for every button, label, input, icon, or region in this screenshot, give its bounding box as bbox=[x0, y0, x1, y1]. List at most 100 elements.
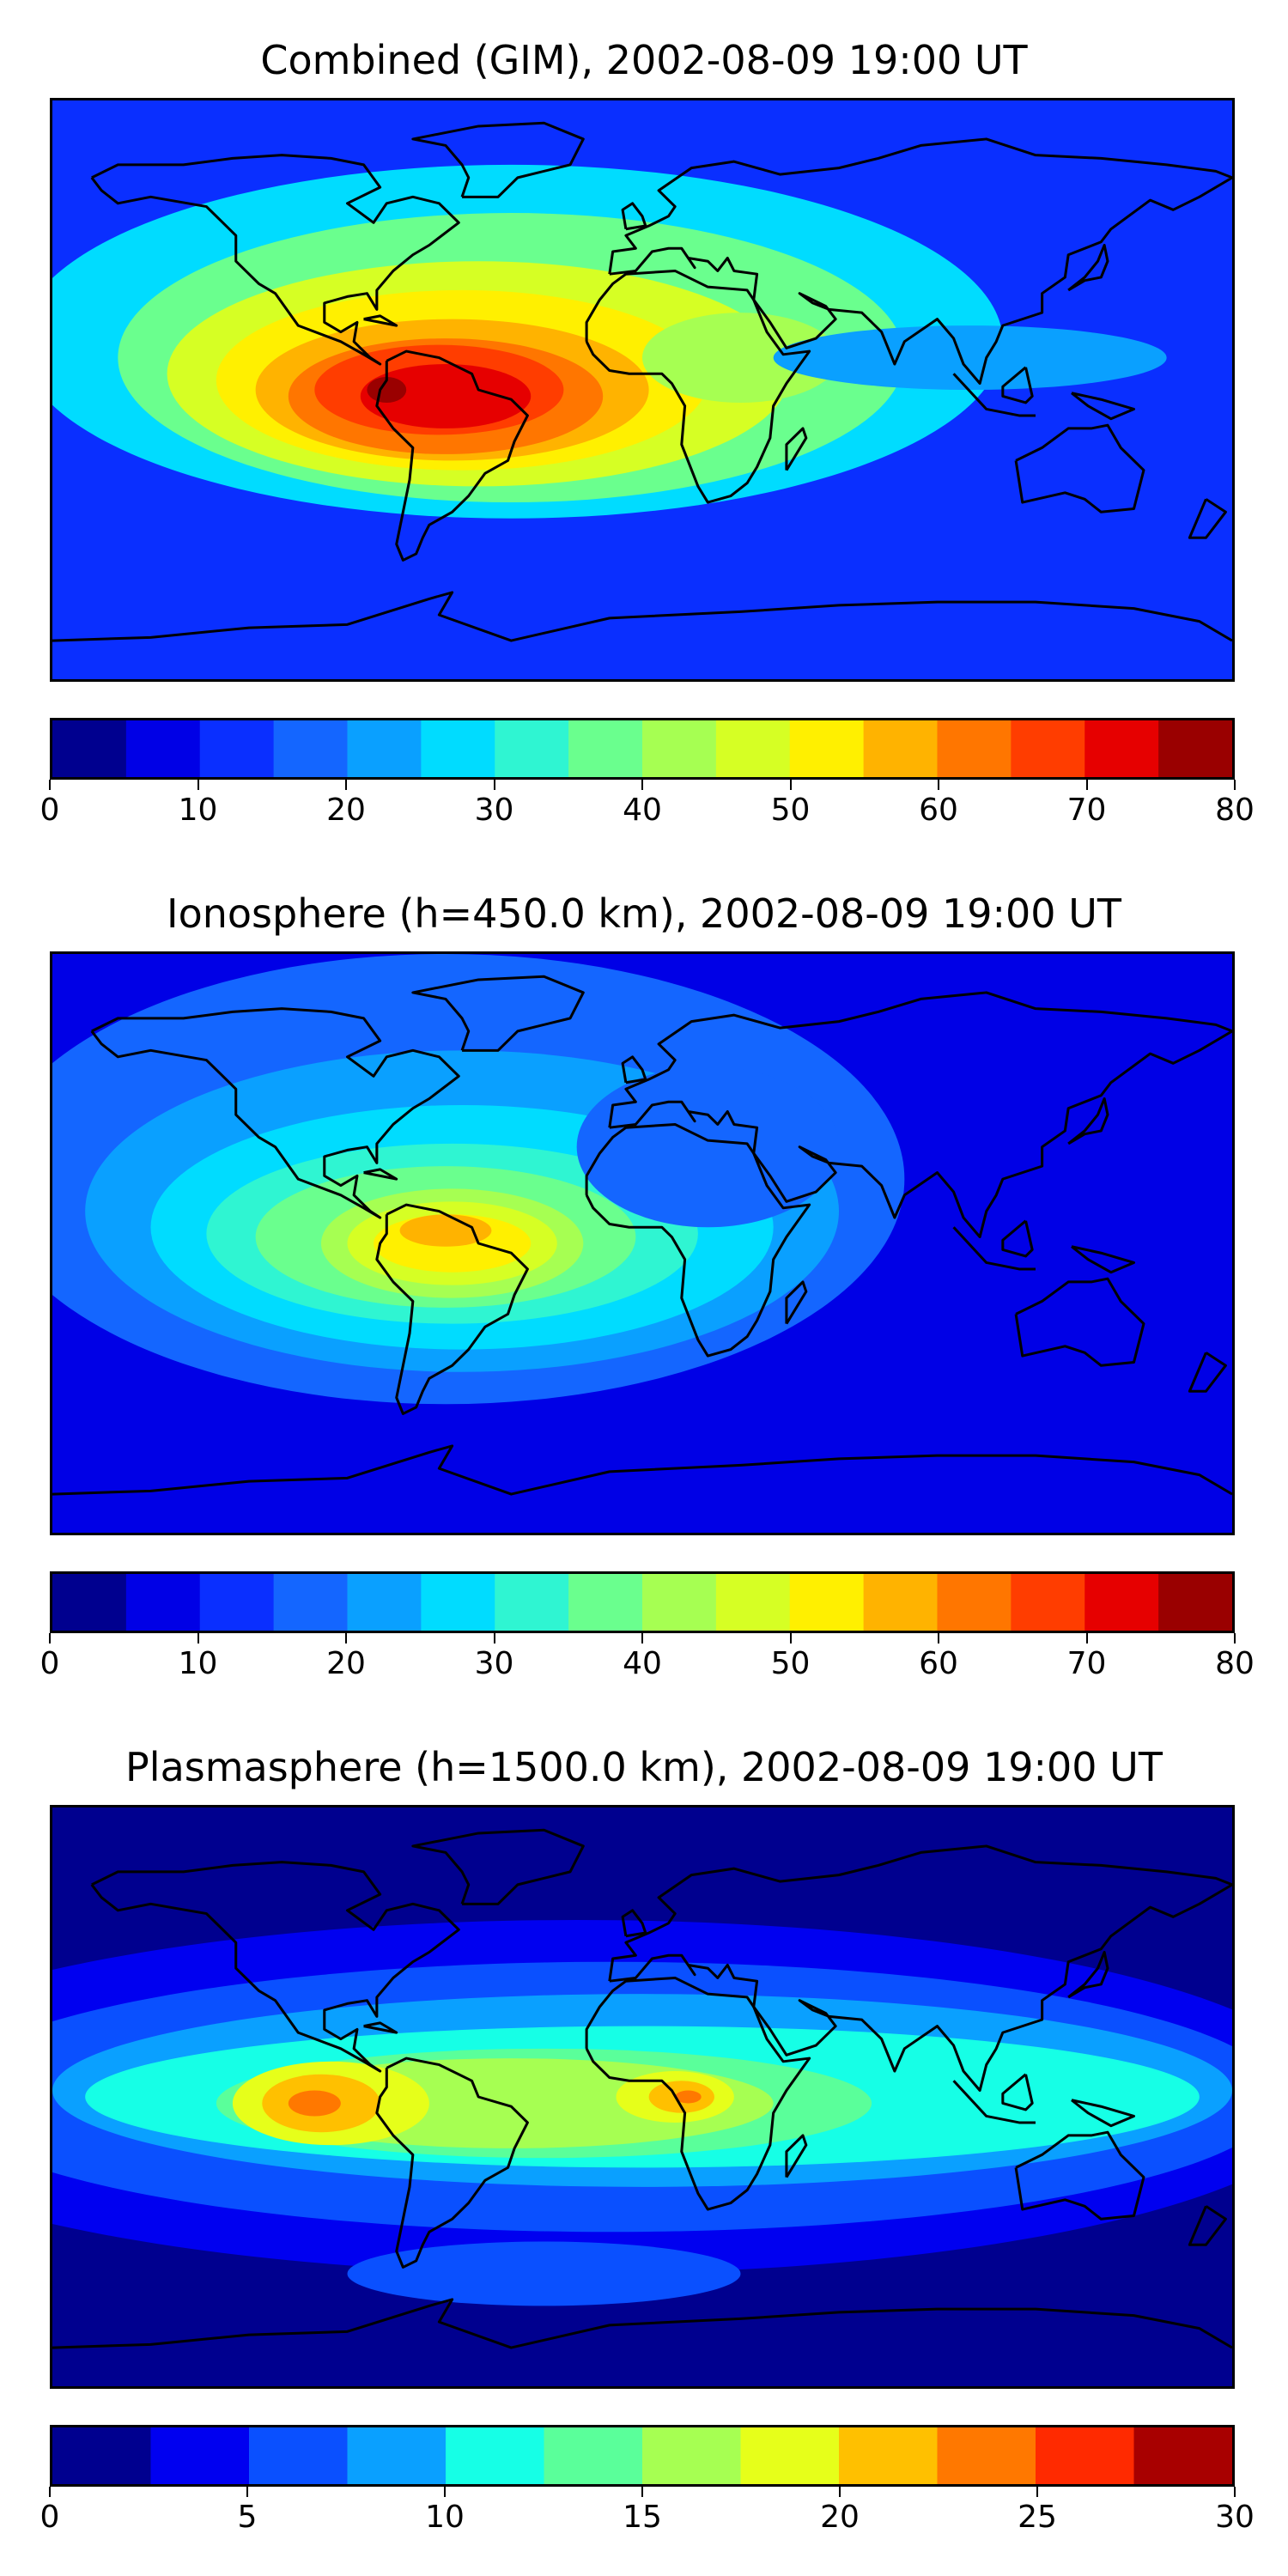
colorbar-tick-label: 0 bbox=[39, 1646, 60, 1681]
coastline bbox=[52, 1444, 1232, 1496]
coastline bbox=[411, 121, 585, 198]
colorbar-ticks-ionosphere: 0 10 20 30 40 50 60 70 80 bbox=[40, 1633, 1255, 1685]
coastline bbox=[585, 269, 811, 504]
coastline bbox=[621, 1909, 647, 1938]
tec-field-plasmasphere bbox=[52, 1807, 1232, 2386]
coastlines bbox=[52, 975, 1232, 1496]
colorbar-swatch bbox=[838, 2427, 939, 2484]
coastline bbox=[1067, 244, 1109, 292]
colorbar-swatch bbox=[642, 2427, 742, 2484]
contour-level bbox=[360, 364, 532, 428]
colorbar-tick-label: 60 bbox=[919, 1646, 958, 1681]
coastline bbox=[1067, 1097, 1109, 1145]
colorbar-swatch bbox=[199, 1574, 275, 1631]
colorbar-swatch bbox=[421, 720, 495, 777]
colorbar-swatch bbox=[937, 720, 1012, 777]
coastline bbox=[1188, 2205, 1227, 2246]
colorbar-swatch bbox=[52, 720, 127, 777]
colorbar-swatch bbox=[568, 1574, 643, 1631]
colorbar-swatch bbox=[273, 1574, 349, 1631]
colorbar-tick-label: 60 bbox=[919, 793, 958, 828]
panel-title: Plasmasphere (h=1500.0 km), 2002-08-09 1… bbox=[125, 1744, 1163, 1790]
colorbar-swatch bbox=[715, 1574, 791, 1631]
coastline bbox=[785, 1280, 808, 1325]
colorbar-swatch bbox=[789, 720, 865, 777]
colorbar-tick-label: 15 bbox=[623, 2500, 662, 2535]
coastline bbox=[621, 202, 647, 231]
coastline bbox=[952, 2080, 1036, 2124]
coastline bbox=[90, 1007, 460, 1219]
colorbar-swatch bbox=[249, 2427, 349, 2484]
coastlines bbox=[52, 121, 1232, 642]
contour-level bbox=[347, 2241, 741, 2306]
colorbar-tick-label: 80 bbox=[1215, 1646, 1255, 1681]
colorbar-tick-label: 5 bbox=[237, 2500, 258, 2535]
colorbar-swatch bbox=[863, 1574, 939, 1631]
colorbar-swatch bbox=[421, 1574, 495, 1631]
coastline bbox=[952, 373, 1036, 417]
coastline bbox=[785, 427, 808, 471]
colorbar-swatch bbox=[125, 1574, 201, 1631]
contour-level bbox=[576, 1066, 839, 1228]
colorbar-swatch bbox=[1158, 720, 1232, 777]
colorbar-swatch bbox=[642, 1574, 717, 1631]
colorbar-swatch bbox=[1133, 2427, 1232, 2484]
coastline bbox=[375, 1203, 529, 1415]
coastline bbox=[363, 1168, 398, 1181]
colorbar-swatch bbox=[273, 720, 349, 777]
colorbar-swatch bbox=[1011, 1574, 1085, 1631]
colorbar-swatch bbox=[1158, 1574, 1232, 1631]
colorbar-tick-label: 40 bbox=[623, 1646, 662, 1681]
coastline bbox=[1067, 1951, 1109, 1999]
coastline bbox=[1001, 366, 1034, 404]
coastline bbox=[1014, 1277, 1145, 1367]
colorbar-swatch bbox=[1036, 2427, 1135, 2484]
coastline bbox=[1014, 423, 1145, 513]
colorbar-tick-label: 30 bbox=[474, 793, 514, 828]
colorbar-tick-label: 20 bbox=[326, 793, 366, 828]
coastline bbox=[608, 991, 1232, 1239]
colorbar-tick-label: 80 bbox=[1215, 793, 1255, 828]
colorbar-swatch bbox=[544, 2427, 643, 2484]
coastline bbox=[375, 2057, 529, 2269]
coastline bbox=[1001, 1219, 1034, 1258]
colorbar-swatch bbox=[863, 720, 939, 777]
colorbar-swatch bbox=[347, 1574, 422, 1631]
colorbar-swatch bbox=[715, 720, 791, 777]
tec-field-ionosphere bbox=[52, 954, 1232, 1533]
coastline bbox=[608, 137, 1232, 386]
colorbar-swatch bbox=[1084, 720, 1159, 777]
colorbar-swatch bbox=[52, 2427, 152, 2484]
colorbar-tick-label: 40 bbox=[623, 793, 662, 828]
panel-title: Combined (GIM), 2002-08-09 19:00 UT bbox=[260, 37, 1028, 83]
colorbar-combined bbox=[50, 718, 1235, 780]
colorbar-swatch bbox=[347, 2427, 447, 2484]
coastline bbox=[411, 1828, 585, 1905]
coastline bbox=[1071, 392, 1136, 421]
colorbar-swatch bbox=[150, 2427, 250, 2484]
colorbar-tick-label: 50 bbox=[770, 1646, 811, 1681]
tec-map-plasmasphere bbox=[50, 1805, 1235, 2389]
coastline bbox=[90, 1861, 460, 2073]
colorbar-tick-label: 10 bbox=[178, 793, 218, 828]
colorbar-tick-label: 0 bbox=[39, 2500, 60, 2535]
coastline bbox=[1001, 2073, 1034, 2111]
contour-level bbox=[399, 1214, 492, 1247]
colorbar-swatch bbox=[1011, 720, 1085, 777]
colorbar-tick-label: 30 bbox=[474, 1646, 514, 1681]
colorbar-swatch bbox=[568, 720, 643, 777]
colorbar-swatch bbox=[446, 2427, 545, 2484]
colorbar-swatch bbox=[347, 720, 422, 777]
coastline bbox=[363, 314, 398, 327]
colorbar-swatch bbox=[199, 720, 275, 777]
colorbar-tick-label: 50 bbox=[770, 793, 811, 828]
colorbar-ticks-plasmasphere: 0 5 10 15 20 25 30 bbox=[40, 2487, 1255, 2538]
colorbar-tick-label: 70 bbox=[1066, 793, 1107, 828]
coastline bbox=[1071, 2099, 1136, 2128]
coastline bbox=[1188, 1352, 1227, 1393]
contour-level bbox=[288, 2090, 341, 2117]
colorbar-plasmasphere bbox=[50, 2425, 1235, 2487]
colorbar-tick-label: 70 bbox=[1066, 1646, 1107, 1681]
contour-level bbox=[773, 325, 1167, 390]
panel-title: Ionosphere (h=450.0 km), 2002-08-09 19:0… bbox=[167, 890, 1121, 937]
